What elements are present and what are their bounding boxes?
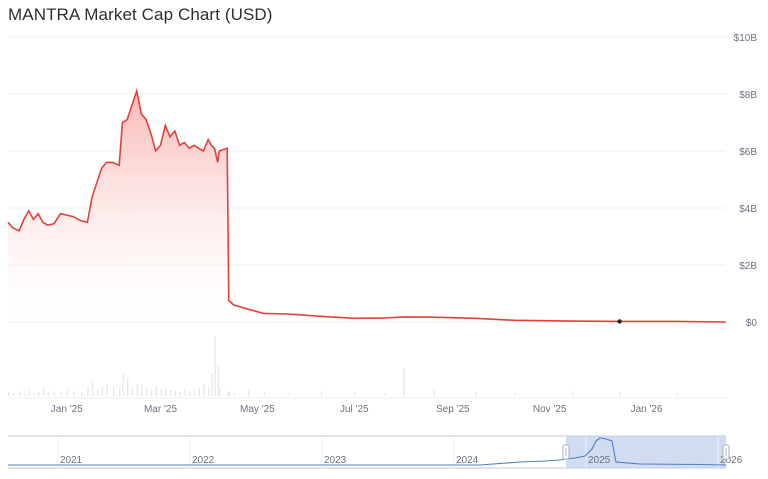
volume-bar [38,392,40,396]
hover-marker [617,319,622,324]
volume-bar [81,392,83,396]
x-tick-label: Jan '25 [51,404,83,415]
volume-bar [87,387,89,396]
volume-bar [189,391,191,396]
volume-bar [96,390,99,396]
volume-bar [354,392,356,396]
navigator-line [8,437,727,466]
volume-bar [403,368,405,396]
volume-bar [155,386,157,396]
x-tick-label: Sep '25 [436,404,470,415]
volume-bar [217,366,219,396]
volume-bar [60,392,62,396]
volume-bar [28,390,30,396]
x-tick-label: Mar '25 [144,404,177,415]
y-tick-label: $0 [746,318,758,329]
chart-title: MANTRA Market Cap Chart (USD) [8,5,273,24]
volume-bar [8,392,10,396]
navigator-year-label: 2021 [60,455,83,466]
y-axis: $0 $2B $4B $6B $8B $10B [734,33,758,329]
x-tick-label: Jan '26 [631,404,663,415]
volume-bar [571,391,574,396]
volume-bar [119,389,121,396]
volume-bar [54,393,56,396]
volume-bar [193,390,196,396]
volume-bar [12,393,14,396]
volume-bar [146,388,148,396]
volume-bar [170,390,172,396]
volume-bar [320,391,323,396]
volume-bar [179,392,181,396]
navigator-year-label: 2026 [720,455,743,466]
y-tick-label: $10B [734,33,758,44]
volume-bar [475,392,477,396]
navigator-year-label: 2025 [588,455,611,466]
volume-bar [101,388,103,396]
volume-bar [136,384,138,396]
x-tick-label: Jul '25 [340,404,369,415]
volume-bar [227,391,229,396]
x-tick-label: May '25 [240,404,275,415]
y-tick-label: $6B [739,147,757,158]
market-cap-area [8,91,726,322]
volume-bar [131,387,134,396]
volume-bar [619,392,621,396]
y-tick-label: $4B [739,204,757,215]
navigator-year-label: 2022 [192,455,215,466]
volume-bar [23,394,26,396]
volume-bar [676,393,678,396]
volume-bar [122,374,124,396]
y-tick-label: $8B [739,90,757,101]
volume-bar [112,386,115,396]
volume-bar [174,391,176,396]
volume-bar [33,393,35,396]
volume-bar [228,392,231,396]
y-tick-label: $2B [739,261,757,272]
market-cap-line[interactable] [7,88,727,323]
volume-bars [8,336,678,396]
volume-bar [141,385,143,396]
volume-bar [208,387,210,396]
volume-bar [73,391,75,396]
volume-bar [150,390,153,396]
navigator-selection[interactable] [566,436,726,468]
volume-bar [198,388,200,396]
volume-bar [203,384,205,396]
volume-bar [263,392,265,396]
volume-bar [384,393,386,396]
navigator-year-label: 2024 [456,455,479,466]
volume-bar [214,336,216,396]
volume-bar [42,388,45,396]
volume-bar [514,393,516,396]
volume-bar [211,374,213,396]
volume-bar [66,390,68,396]
x-tick-label: Nov '25 [533,404,567,415]
volume-bar [233,393,235,396]
volume-bar [433,390,435,396]
x-axis: Jan '25 Mar '25 May '25 Jul '25 Sep '25 Nov '… [51,404,663,415]
volume-bar [219,388,221,396]
volume-bar [106,384,108,396]
volume-bar [19,391,21,396]
volume-bar [47,391,49,396]
volume-bar [247,390,250,396]
volume-bar [127,378,129,396]
volume-bar [165,387,167,396]
volume-bar [92,382,94,396]
volume-bar [287,393,289,396]
range-navigator[interactable]: 2021 2022 2023 2024 2025 2026 [8,435,743,469]
volume-bar [160,389,162,396]
navigator-year-label: 2023 [324,455,347,466]
volume-bar [184,389,186,396]
